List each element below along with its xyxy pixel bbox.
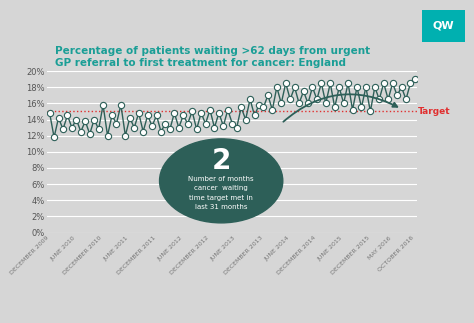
Text: time target met in: time target met in — [189, 195, 253, 201]
Text: QW: QW — [432, 21, 454, 31]
Text: Percentage of patients waiting >62 days from urgent
GP referral to first treatme: Percentage of patients waiting >62 days … — [55, 46, 370, 68]
Text: 2: 2 — [211, 147, 231, 175]
Text: Number of months: Number of months — [188, 176, 254, 182]
Text: cancer  waiting: cancer waiting — [194, 185, 248, 192]
Text: last 31 months: last 31 months — [195, 204, 247, 210]
Text: Target: Target — [418, 107, 450, 116]
